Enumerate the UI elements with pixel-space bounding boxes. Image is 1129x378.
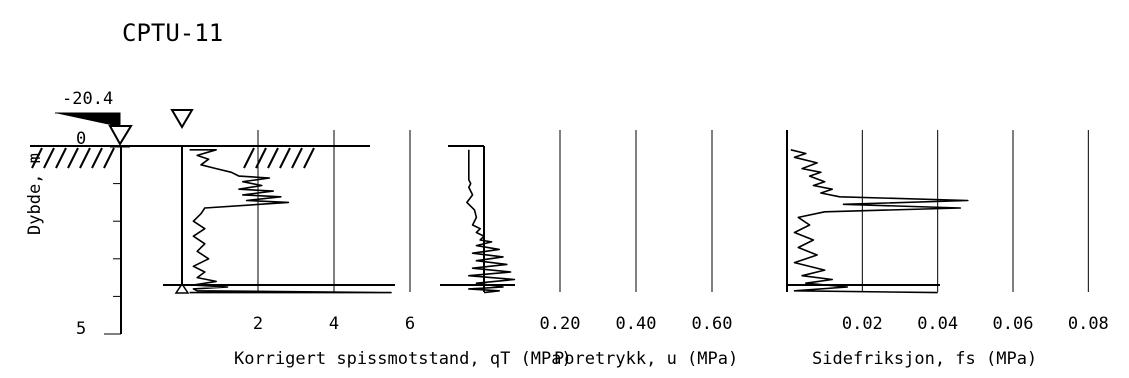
u-gridlines xyxy=(559,130,713,292)
qt-tick-label: 4 xyxy=(329,314,339,334)
panel-pore-pressure: 0.20 0.40 0.60 xyxy=(440,130,732,334)
ground-hatch-right xyxy=(243,147,315,169)
hatch-stroke xyxy=(103,147,115,169)
depth-tick-5: 5 xyxy=(76,319,86,339)
fs-trace xyxy=(790,149,969,294)
hatch-stroke xyxy=(79,147,91,169)
hatch-stroke xyxy=(67,147,79,169)
hatch-stroke xyxy=(243,147,255,169)
hatch-stroke xyxy=(303,147,315,169)
fs-tick-labels: 0.02 0.04 0.06 0.08 xyxy=(842,314,1109,334)
u-axis-label: Poretrykk, u (MPa) xyxy=(554,349,738,369)
elevation-leader xyxy=(55,112,121,127)
hatch-stroke xyxy=(55,147,67,169)
hatch-stroke xyxy=(31,147,43,169)
ground-hatch-left xyxy=(31,147,115,169)
hatch-stroke xyxy=(291,147,303,169)
hatch-stroke xyxy=(267,147,279,169)
chart-title: CPTU-11 xyxy=(122,19,223,47)
qt-tick-label: 2 xyxy=(253,314,263,334)
hatch-stroke xyxy=(279,147,291,169)
fs-tick-label: 0.04 xyxy=(917,314,958,334)
qt-trace xyxy=(189,149,392,294)
fs-gridlines xyxy=(861,130,1089,292)
fs-tick-label: 0.02 xyxy=(842,314,883,334)
u-tick-labels: 0.20 0.40 0.60 xyxy=(540,314,733,334)
qt-axis-label: Korrigert spissmotstand, qT (MPa) xyxy=(234,349,572,369)
sounding-start-triangle-icon xyxy=(170,109,194,129)
qt-tick-label: 6 xyxy=(405,314,415,334)
qt-gridlines xyxy=(257,130,411,292)
depth-minor-ticks xyxy=(113,183,121,297)
hatch-stroke xyxy=(43,147,55,169)
fs-tick-label: 0.06 xyxy=(993,314,1034,334)
depth-tick-0: 0 xyxy=(76,129,86,149)
panel-sleeve-friction: 0.02 0.04 0.06 0.08 xyxy=(786,130,1109,334)
hatch-stroke xyxy=(91,147,103,169)
depth-axis: -20.4 0 5 Dybde, m xyxy=(25,89,370,339)
fs-tick-label: 0.08 xyxy=(1068,314,1109,334)
fs-axis-label: Sidefriksjon, fs (MPa) xyxy=(812,349,1037,369)
u-tick-label: 0.40 xyxy=(616,314,657,334)
u-trace xyxy=(466,149,516,294)
panel-cone-resistance: 2 4 6 xyxy=(163,109,415,334)
elevation-label: -20.4 xyxy=(62,89,113,109)
sounding-end-triangle-icon xyxy=(174,282,190,294)
groundwater-triangle-icon xyxy=(108,125,133,146)
u-tick-label: 0.20 xyxy=(540,314,581,334)
depth-axis-label: Dybde, m xyxy=(25,153,45,235)
qt-tick-labels: 2 4 6 xyxy=(253,314,415,334)
u-tick-label: 0.60 xyxy=(692,314,733,334)
